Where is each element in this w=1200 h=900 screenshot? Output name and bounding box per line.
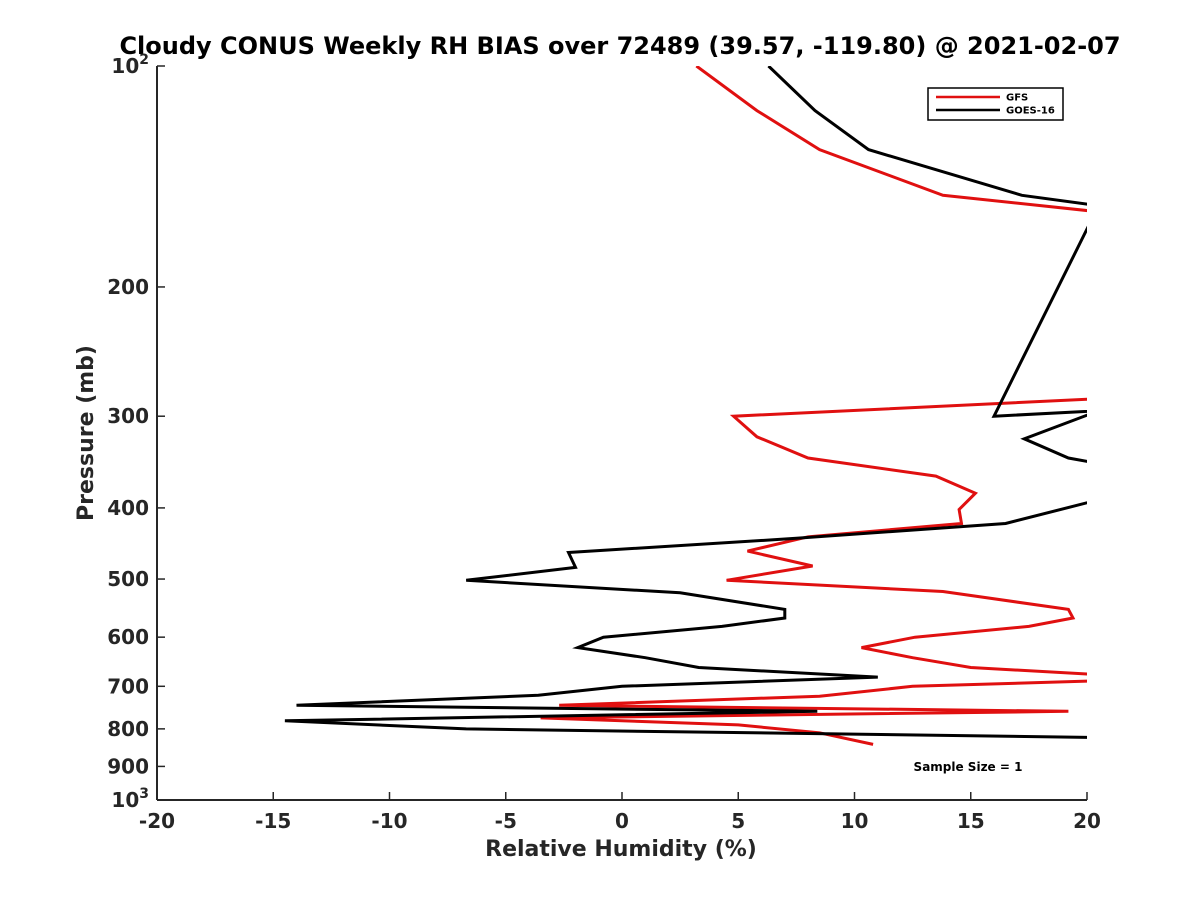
y-tick-base: 400 — [107, 496, 149, 520]
x-tick-label: -5 — [495, 809, 517, 833]
y-tick-base: 800 — [107, 717, 149, 741]
x-tick-label: 5 — [731, 809, 745, 833]
x-tick-label: -15 — [255, 809, 291, 833]
x-tick-label: -20 — [139, 809, 175, 833]
x-tick-label: 0 — [615, 809, 629, 833]
y-tick-label: 103 — [111, 786, 149, 812]
x-tick-label: 10 — [841, 809, 869, 833]
y-tick-base: 10 — [111, 54, 139, 78]
y-tick-label: 200 — [107, 275, 149, 299]
legend-box — [927, 87, 1064, 121]
x-tick-label: 20 — [1073, 809, 1101, 833]
x-ticks: -20 -15 -10 -5 0 5 10 15 20 — [139, 792, 1101, 833]
y-tick-base: 300 — [107, 404, 149, 428]
y-axis-label: Pressure (mb) — [74, 345, 99, 521]
axes — [156, 66, 1087, 801]
y-tick-label: 700 — [107, 674, 149, 698]
y-tick-label: 300 — [107, 404, 149, 428]
x-axis-label: Relative Humidity (%) — [485, 837, 757, 862]
y-tick-label: 800 — [107, 717, 149, 741]
y-tick-label: 102 — [111, 52, 149, 78]
x-tick-label: 15 — [957, 809, 985, 833]
y-tick-label: 900 — [107, 754, 149, 778]
y-tick-exponent: 2 — [139, 52, 149, 68]
y-tick-label: 600 — [107, 625, 149, 649]
y-tick-base: 600 — [107, 625, 149, 649]
x-tick-label: -10 — [371, 809, 407, 833]
y-tick-exponent: 3 — [139, 786, 149, 802]
series-layer — [284, 66, 1087, 746]
legend: GFS GOES-16 — [927, 87, 1064, 121]
y-tick-label: 500 — [107, 567, 149, 591]
y-tick-base: 700 — [107, 674, 149, 698]
chart-title: Cloudy CONUS Weekly RH BIAS over 72489 (… — [119, 32, 1120, 60]
series-line-gfs — [540, 66, 1087, 746]
legend-label: GOES-16 — [1006, 106, 1055, 117]
legend-label: GFS — [1006, 93, 1028, 104]
sample-size-annotation: Sample Size = 1 — [914, 760, 1023, 774]
y-tick-base: 500 — [107, 567, 149, 591]
y-tick-base: 900 — [107, 754, 149, 778]
series-line-goes-16 — [284, 66, 1087, 739]
y-tick-label: 400 — [107, 496, 149, 520]
y-tick-base: 200 — [107, 275, 149, 299]
y-tick-base: 10 — [111, 788, 139, 812]
